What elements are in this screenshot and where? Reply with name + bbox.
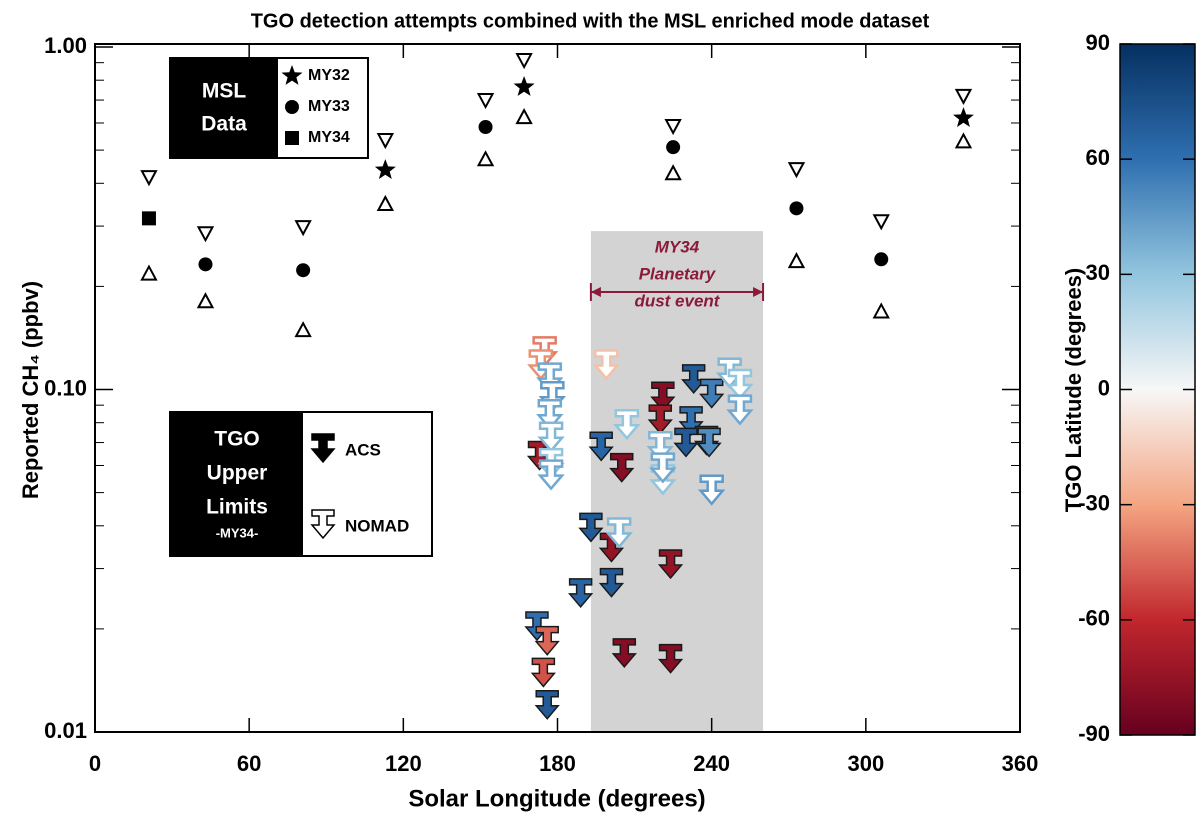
y-tick-label: 1.00: [44, 33, 87, 58]
upper-limit-arrow: [568, 578, 594, 609]
legend-label: MY32: [308, 67, 350, 84]
annotation-text: MY34: [655, 237, 700, 256]
annotation-text: dust event: [634, 291, 720, 310]
upper-triangle: [787, 162, 806, 179]
lower-triangle: [872, 302, 890, 319]
annotation-text: Planetary: [639, 264, 717, 283]
legend-label: NOMAD: [345, 516, 409, 535]
upper-limit-arrow: [592, 349, 621, 381]
msl-point: [296, 263, 311, 278]
lower-triangle: [787, 252, 806, 269]
colorbar-tick-label: 0: [1098, 375, 1110, 400]
lower-triangle: [664, 164, 682, 181]
upper-limit-arrow: [598, 567, 625, 598]
msl-point: [198, 257, 213, 272]
upper-limit-arrow: [578, 512, 604, 543]
upper-triangle: [376, 133, 395, 150]
upper-limit-arrow: [657, 549, 684, 580]
legend-label: MY34: [308, 129, 350, 146]
msl-point: [953, 107, 974, 127]
legend-title-box: [170, 412, 303, 556]
lower-triangle: [954, 132, 973, 149]
upper-triangle: [196, 226, 215, 243]
x-tick-label: 300: [847, 751, 884, 776]
upper-limit-arrow: [657, 643, 684, 674]
legend-marker: [285, 131, 299, 145]
upper-limit-arrow: [681, 364, 707, 395]
upper-limit-arrow: [650, 381, 676, 412]
msl-point: [874, 252, 889, 267]
upper-triangle: [664, 118, 682, 136]
legend-title: TGO: [214, 428, 260, 451]
y-tick-label: 0.10: [44, 375, 87, 400]
colorbar-tick-label: -30: [1078, 490, 1110, 515]
upper-limit-arrow: [726, 394, 754, 426]
upper-triangle: [294, 220, 312, 237]
colorbar-tick-label: 60: [1086, 145, 1110, 170]
y-axis-label: Reported CH₄ (ppbv): [18, 281, 43, 499]
colorbar-tick-label: -90: [1078, 721, 1110, 746]
legend-title-box: [170, 58, 278, 158]
upper-limit-arrow: [537, 459, 565, 491]
upper-limit-arrow: [609, 452, 635, 483]
legend-title: MSL: [202, 80, 247, 103]
legend-title: -MY34-: [216, 525, 259, 540]
lower-triangle: [196, 292, 215, 309]
legend-title: Limits: [206, 496, 268, 519]
colorbar-tick-label: -60: [1078, 606, 1110, 631]
x-tick-label: 180: [539, 751, 576, 776]
x-axis-label: Solar Longitude (degrees): [408, 785, 705, 812]
upper-triangle: [476, 93, 495, 110]
upper-limit-arrow: [605, 517, 633, 549]
upper-triangle: [954, 88, 973, 105]
upper-limit-arrow: [726, 368, 754, 400]
upper-limit-arrow: [699, 378, 725, 409]
upper-limit-arrow: [530, 657, 556, 688]
colorbar-label: TGO Latitude (degrees): [1061, 268, 1086, 512]
msl-point: [141, 211, 156, 226]
upper-limit-arrow: [534, 625, 560, 656]
lower-triangle: [376, 194, 395, 212]
x-tick-label: 360: [1002, 751, 1039, 776]
upper-limit-arrow: [588, 431, 614, 462]
msl-point: [478, 120, 493, 135]
upper-limit-arrow: [647, 404, 673, 435]
legend-title: Upper: [207, 462, 268, 485]
lower-triangle: [294, 321, 312, 338]
upper-triangle: [872, 214, 890, 231]
lower-triangle: [476, 150, 495, 167]
chart-title: TGO detection attempts combined with the…: [251, 10, 930, 32]
upper-limit-arrow: [696, 427, 722, 458]
colorbar-tick-label: 30: [1086, 260, 1110, 285]
msl-point: [666, 140, 681, 155]
x-tick-label: 0: [89, 751, 101, 776]
legend-marker: [281, 65, 303, 85]
upper-limit-arrow: [673, 427, 699, 458]
msl-point: [513, 76, 535, 96]
upper-triangle: [515, 53, 533, 70]
upper-triangle: [140, 170, 158, 187]
lower-triangle: [515, 108, 533, 125]
legend-arrow: [310, 509, 336, 540]
legend-title: Data: [201, 113, 247, 136]
msl-point: [789, 201, 804, 216]
upper-limit-arrow: [613, 408, 641, 441]
upper-limit-arrow: [534, 689, 560, 720]
msl-point: [374, 159, 396, 179]
upper-limit-arrow: [649, 452, 677, 484]
lower-triangle: [140, 264, 158, 281]
legend-label: MY33: [308, 98, 350, 115]
upper-limit-arrow: [611, 638, 637, 669]
x-tick-label: 240: [693, 751, 730, 776]
colorbar-tick-label: 90: [1086, 30, 1110, 55]
legend-arrow: [310, 433, 336, 464]
legend-label: ACS: [345, 440, 381, 459]
upper-limit-arrow: [537, 421, 565, 453]
y-tick-label: 0.01: [44, 718, 87, 743]
x-tick-label: 60: [237, 751, 261, 776]
x-tick-label: 120: [385, 751, 422, 776]
upper-limit-arrow: [697, 474, 726, 506]
legend-marker: [285, 100, 299, 114]
